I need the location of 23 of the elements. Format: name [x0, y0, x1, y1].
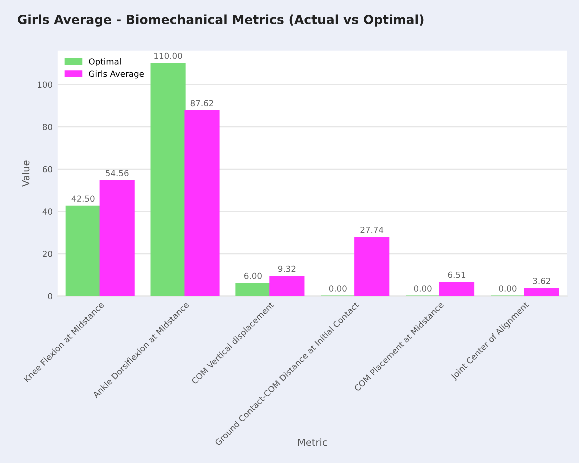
- data-label: 6.51: [448, 272, 466, 278]
- y-tick-label: 40: [42, 208, 52, 215]
- y-tick-label: 100: [38, 82, 52, 88]
- data-label: 6.00: [244, 272, 262, 280]
- data-label: 54.56: [106, 170, 129, 177]
- data-label: 0.00: [499, 286, 517, 292]
- data-label: 110.00: [154, 52, 182, 60]
- y-tick-label: 20: [43, 250, 52, 258]
- legend-label: Girls Average: [89, 70, 144, 79]
- y-axis-title: Value: [22, 160, 30, 187]
- data-label: 0.00: [329, 286, 347, 292]
- chart-title: Girls Average - Biomechanical Metrics (Actual vs Optimal): [18, 14, 424, 27]
- legend-label: Optimal: [89, 58, 121, 66]
- y-tick-label: 80: [43, 124, 52, 130]
- x-axis-title: Metric: [298, 438, 328, 446]
- data-label: 87.62: [190, 100, 214, 107]
- data-label: 3.62: [533, 278, 550, 284]
- y-tick-label: 60: [43, 166, 52, 173]
- y-tick-label: 0: [48, 293, 52, 300]
- data-label: 42.50: [72, 196, 95, 202]
- data-label: 27.74: [360, 226, 384, 234]
- data-label: 9.32: [278, 266, 296, 272]
- data-label: 0.00: [414, 286, 432, 292]
